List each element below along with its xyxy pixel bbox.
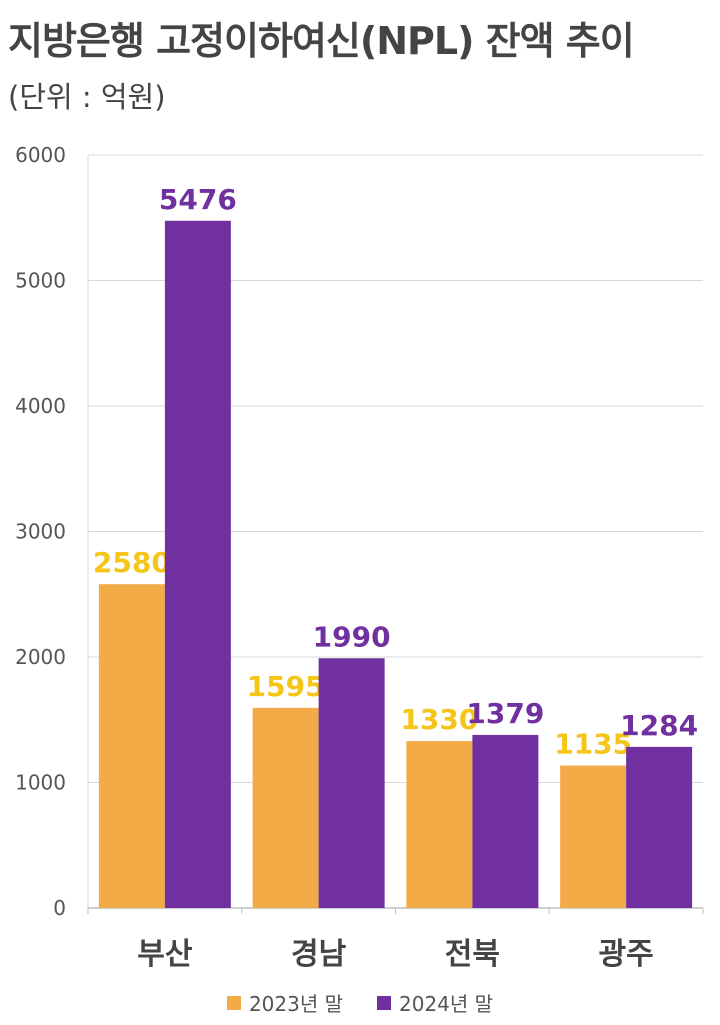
y-tick-label: 1000 (15, 771, 66, 795)
bar (626, 746, 693, 908)
x-tick-label: 부산 (137, 937, 193, 972)
data-label: 1595 (247, 670, 325, 703)
legend-swatch-2024 (377, 995, 391, 1010)
bar (252, 707, 319, 908)
y-tick-label: 3000 (15, 520, 66, 544)
data-label: 5476 (159, 183, 237, 216)
bar (164, 220, 231, 909)
legend-item-2024: 2024년 말 (377, 988, 493, 1017)
x-tick-label: 광주 (599, 937, 654, 972)
y-tick-label: 5000 (15, 269, 66, 293)
legend-swatch-2023 (226, 995, 241, 1010)
data-label: 1990 (313, 620, 391, 653)
data-label: 2580 (93, 546, 171, 579)
legend-label-2024: 2024년 말 (399, 992, 494, 1016)
data-label: 1135 (554, 728, 632, 761)
data-label: 1379 (466, 697, 544, 730)
data-label: 1330 (400, 703, 478, 736)
chart-subtitle: (단위 : 억원) (8, 80, 166, 114)
y-tick-label: 4000 (15, 394, 66, 418)
y-tick-label: 2000 (15, 645, 66, 669)
y-tick-label: 6000 (15, 143, 66, 167)
bar (318, 658, 385, 908)
chart-title: 지방은행 고정이하여신(NPL) 잔액 추이 (8, 19, 635, 63)
bar (472, 734, 539, 908)
bar (98, 584, 165, 908)
bar (406, 741, 473, 908)
data-label: 1284 (620, 709, 698, 742)
legend-label-2023: 2023년 말 (248, 992, 343, 1016)
legend: 2023년 말 2024년 말 (0, 988, 720, 1017)
x-tick-label: 경남 (291, 937, 347, 972)
bar (560, 765, 627, 908)
y-tick-label: 0 (53, 896, 66, 920)
x-tick-label: 전북 (445, 937, 500, 972)
legend-item-2023: 2023년 말 (226, 988, 343, 1017)
